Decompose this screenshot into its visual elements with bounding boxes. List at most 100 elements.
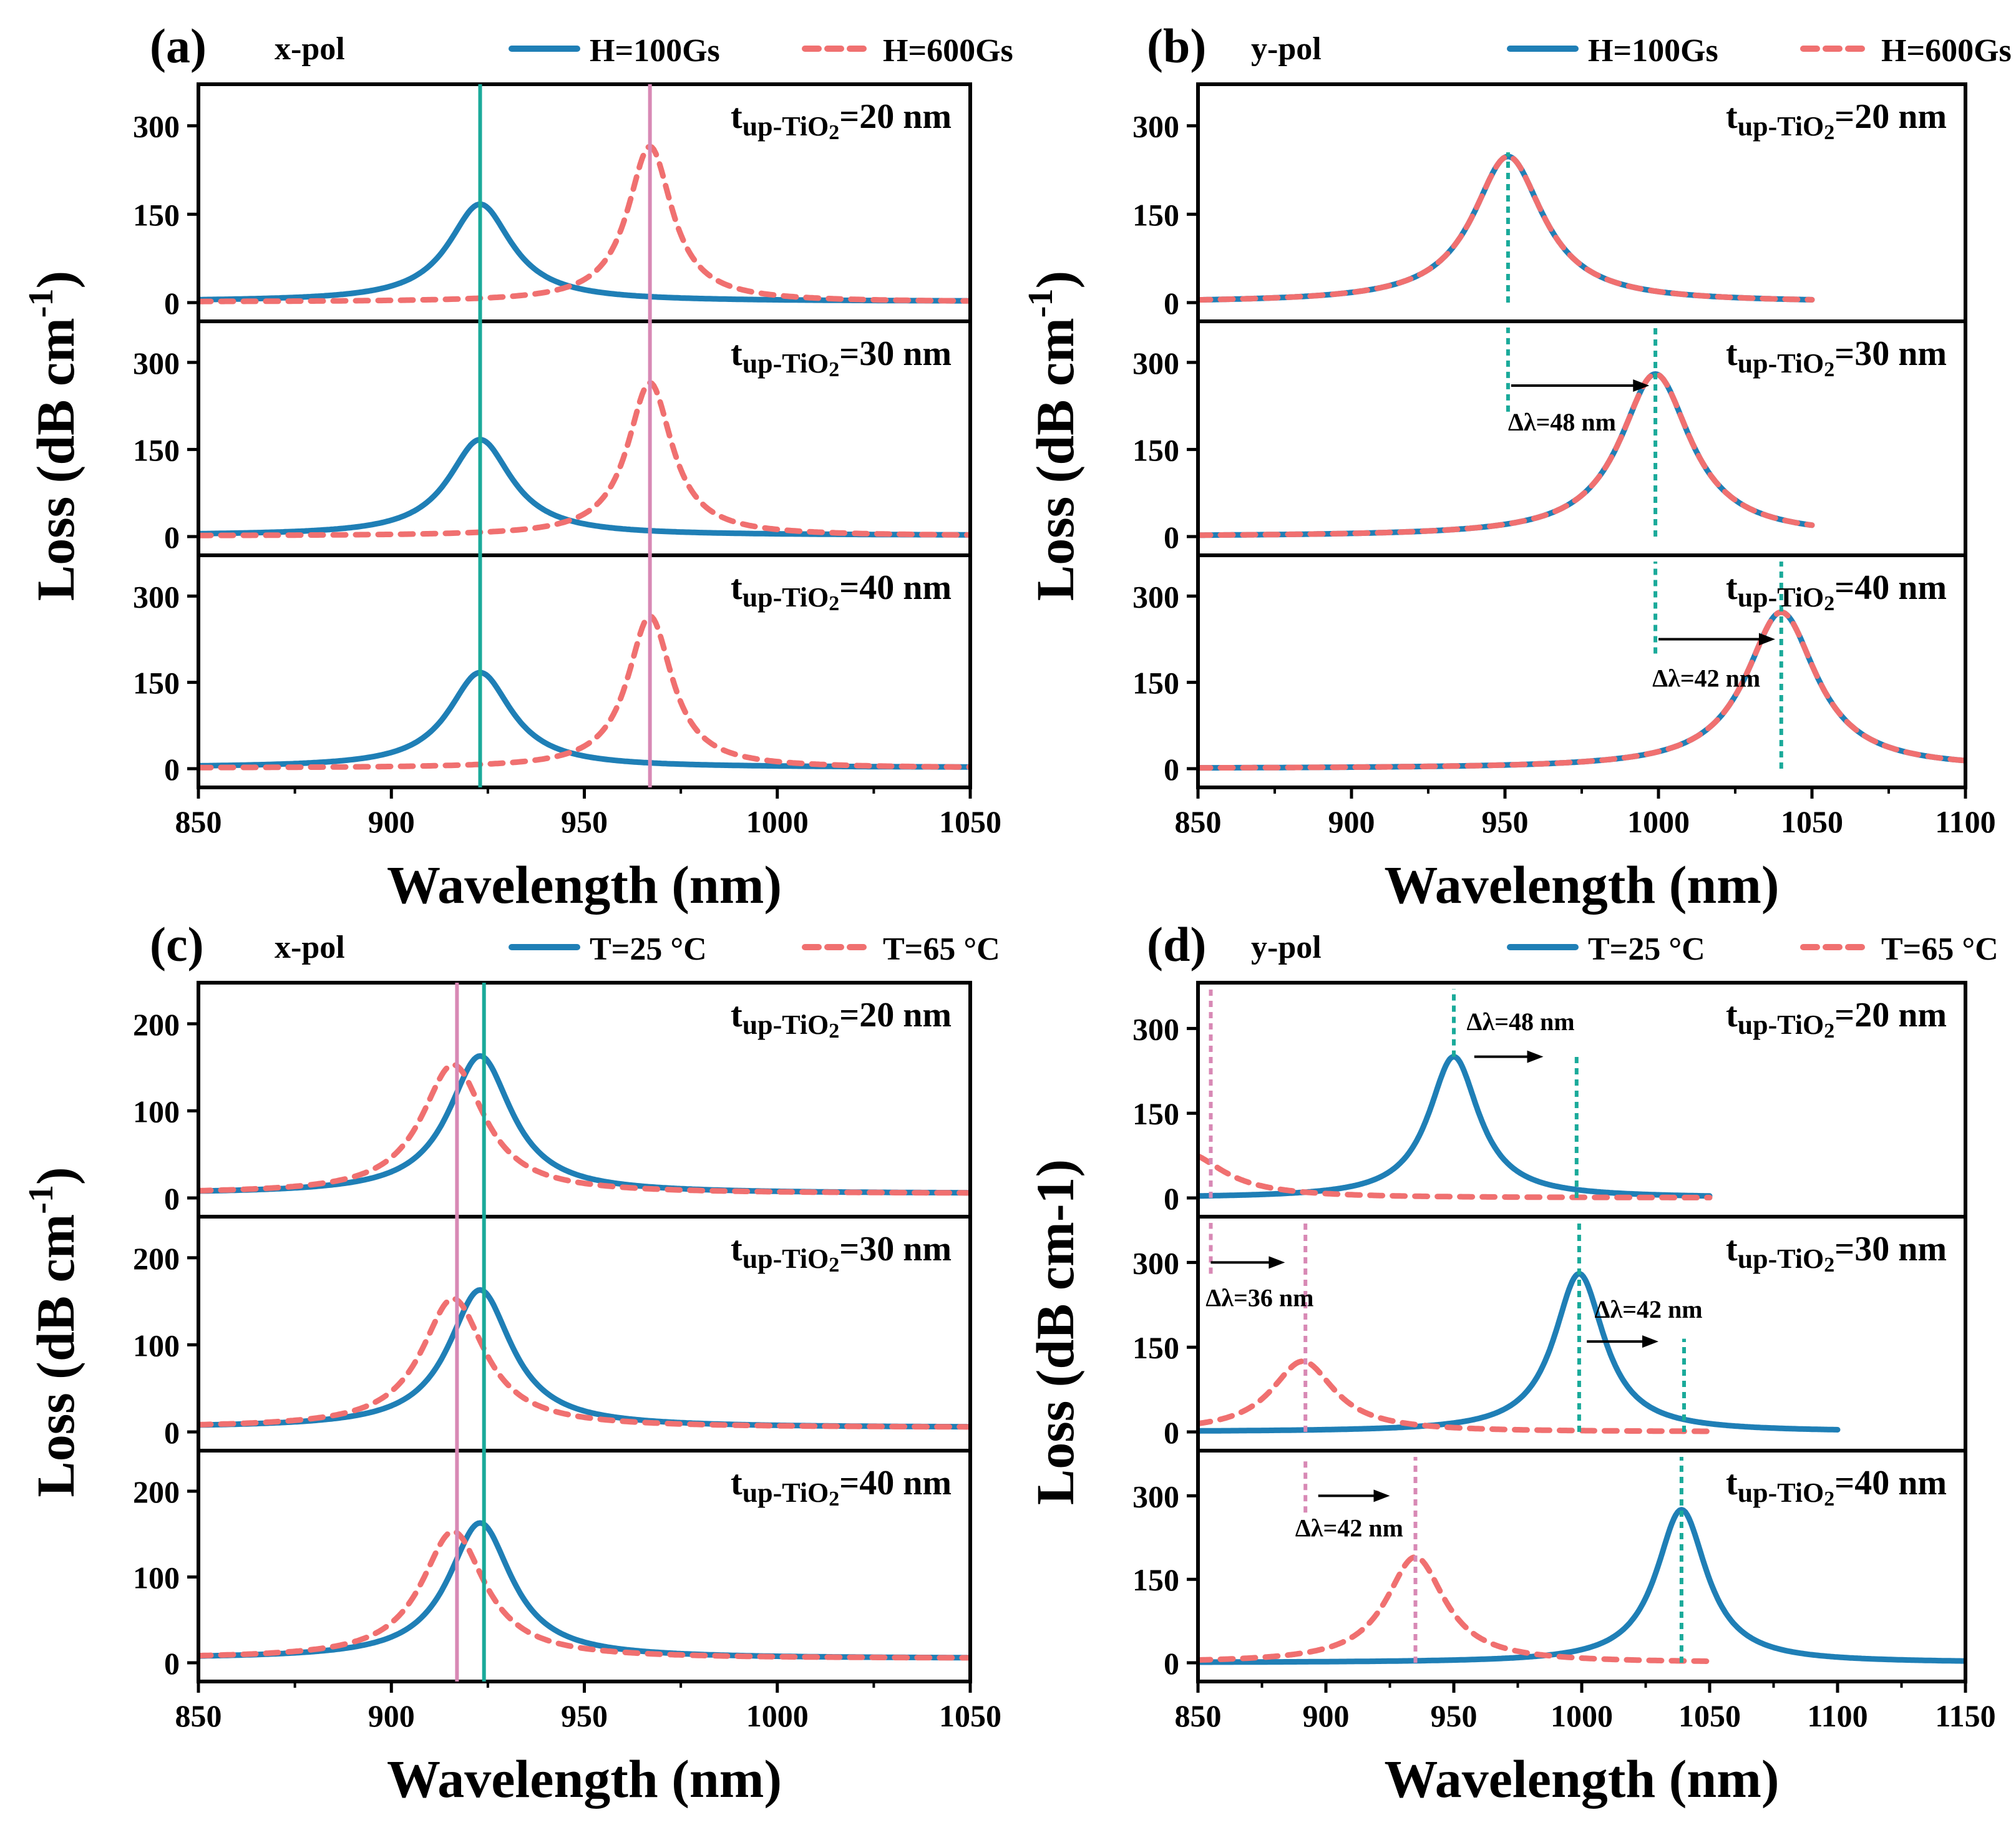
y-label-sup: -1 [22,1185,61,1214]
subplot-2: 0 150 300 Δλ=42 nm tup-TiO2=40 nm [1132,553,1967,789]
label-sub2: 2 [1824,121,1834,144]
subplot-0: 0 150 300 tup-TiO2=20 nm [1132,82,1967,323]
label-tail: =30 nm [839,334,952,373]
thickness-label: tup-TiO2=30 nm [1726,1230,1947,1277]
y-label-sup: -1 [22,289,61,318]
series-line [198,1287,970,1430]
y-tick-label: 300 [133,346,180,381]
series-line [1198,1153,1713,1200]
label-tail: =20 nm [1834,97,1947,136]
legend-label: H=600Gs [1881,33,2012,69]
thickness-label: tup-TiO2=20 nm [731,97,952,144]
y-tick-label: 0 [164,1415,180,1450]
y-tick-label: 200 [133,1007,180,1042]
x-tick-label: 850 [1175,804,1222,839]
label-t: t [1726,1230,1738,1268]
arrow-head [1633,379,1650,392]
y-label-close: ) [26,1167,85,1185]
shift-label: Δλ=42 nm [1652,664,1760,692]
series-line [1198,1054,1713,1199]
y-tick-label: 150 [1132,666,1179,701]
series-line [1198,609,1965,771]
y-label-main: Loss (dB cm-1) [1025,1159,1085,1505]
label-tail: =30 nm [839,1230,952,1268]
arrow-head [1642,1335,1658,1348]
label-sub: up-TiO [743,348,829,379]
series-line [1198,1358,1713,1434]
y-tick-label: 300 [1132,1479,1179,1514]
label-t: t [731,1230,743,1268]
label-sub: up-TiO [1738,1477,1824,1508]
label-sub: up-TiO [1738,1010,1824,1040]
label-sub2: 2 [829,1253,839,1277]
y-tick-label: 0 [164,286,180,321]
x-tick-label: 950 [1482,804,1529,839]
y-tick-label: 0 [1164,286,1179,321]
label-tail: =40 nm [839,568,952,607]
label-t: t [1726,996,1738,1034]
thickness-label: tup-TiO2=30 nm [731,1230,952,1277]
subplot-0: 0 150 300 tup-TiO2=20 nm [133,82,972,323]
label-sub: up-TiO [1738,582,1824,613]
y-label-main: Loss (dB cm [1025,318,1085,601]
x-tick-label: 1000 [1627,804,1690,839]
label-sub: up-TiO [743,111,829,142]
plot-area [1198,371,1815,538]
subplot-2: 0 100 200 tup-TiO2=40 nm [133,1449,972,1683]
y-tick-label: 0 [164,1181,180,1216]
panel-label: (c) [150,917,204,971]
x-tick-label: 950 [561,1698,608,1733]
y-tick-label: 300 [133,109,180,144]
y-tick-label: 300 [1132,1011,1179,1046]
legend-label: T=25 °C [1588,932,1705,967]
y-tick-label: 300 [1132,346,1179,381]
y-tick-label: 0 [1164,1646,1179,1681]
y-label-close: ) [1025,271,1085,289]
y-tick-label: 300 [1132,579,1179,614]
legend-label: H=100Gs [590,33,720,69]
thickness-label: tup-TiO2=20 nm [1726,996,1947,1043]
x-tick-label: 1150 [1935,1698,1995,1733]
series-line [1198,609,1965,771]
label-t: t [1726,334,1738,373]
shift-label: Δλ=42 nm [1295,1514,1403,1542]
y-tick-label: 0 [1164,520,1179,555]
subplot-2: 0 150 300 Δλ=42 nm tup-TiO2=40 nm [1132,1449,1967,1683]
shift-label: Δλ=48 nm [1508,408,1616,436]
subplot-2: 0 150 300 tup-TiO2=40 nm [133,553,972,789]
plot-area [1198,1054,1713,1200]
polarization-label: y-pol [1251,31,1322,67]
label-sub2: 2 [1824,358,1834,381]
thickness-label: tup-TiO2=20 nm [1726,97,1947,144]
x-axis-label: Wavelength (nm) [387,1749,782,1809]
label-tail: =20 nm [839,996,952,1034]
y-tick-label: 0 [1164,1181,1179,1216]
y-tick-label: 100 [133,1094,180,1129]
series-line [1198,153,1815,303]
y-tick-label: 150 [1132,1562,1179,1597]
legend-label: T=65 °C [1881,932,1999,967]
x-tick-label: 1050 [1781,804,1843,839]
label-t: t [731,334,743,373]
label-sub2: 2 [1824,592,1834,615]
x-tick-label: 1050 [1678,1698,1741,1733]
label-t: t [1726,97,1738,136]
series-line [198,437,970,538]
thickness-label: tup-TiO2=40 nm [1726,1464,1947,1511]
series-line [198,669,970,770]
polarization-label: x-pol [275,31,345,67]
subplot-1: 0 150 300 Δλ=48 nm tup-TiO2=30 nm [1132,319,1967,557]
x-tick-label: 900 [368,1698,415,1733]
series-line [1198,153,1815,303]
y-tick-label: 0 [1164,752,1179,787]
x-tick-label: 950 [1431,1698,1478,1733]
label-t: t [731,568,743,607]
plot-area [198,1520,970,1661]
y-tick-label: 300 [1132,109,1179,144]
plot-area [198,144,970,304]
series-line [198,1295,970,1430]
panel-label: (d) [1147,917,1206,971]
panel-label: (a) [150,19,207,73]
